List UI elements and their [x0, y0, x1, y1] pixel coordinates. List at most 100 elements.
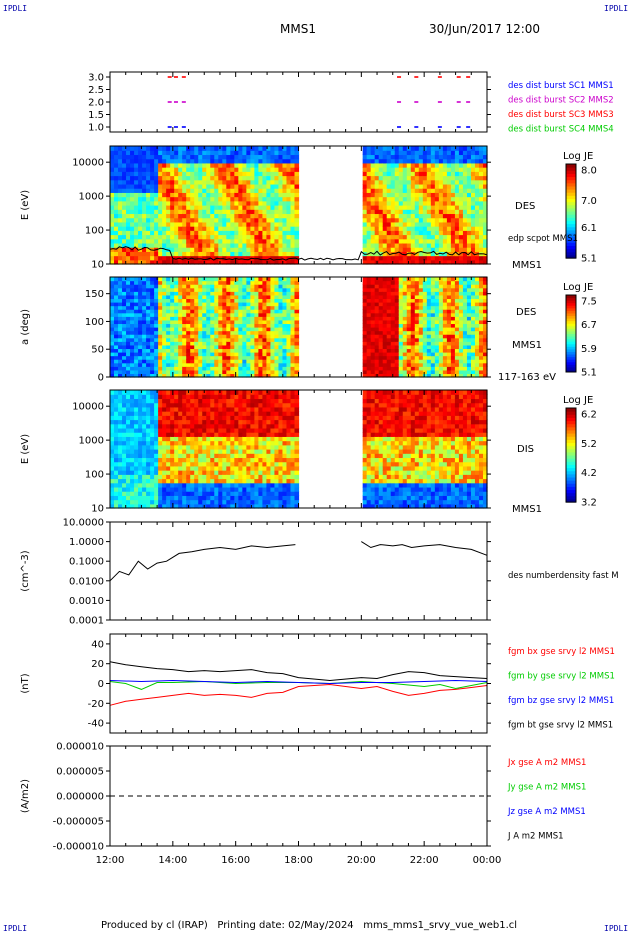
des_e-cell: [450, 217, 456, 223]
des_e-cell: [150, 179, 155, 185]
des_pa-cell: [166, 277, 171, 282]
des_pa-cell: [122, 305, 127, 310]
des_e-cell: [230, 146, 235, 151]
des_pa-cell: [150, 284, 155, 289]
des_pa-cell: [450, 294, 456, 300]
des_pa-cell: [382, 348, 388, 353]
des_pa-cell: [378, 341, 384, 346]
des_pa-cell: [370, 298, 376, 303]
des_pa-cell: [118, 369, 123, 375]
des_e-cell: [390, 183, 396, 189]
des_e-cell: [266, 192, 272, 198]
des_e-cell: [362, 205, 368, 210]
des_pa-cell: [246, 287, 251, 292]
des_e-cell: [262, 162, 268, 168]
des_e-cell: [182, 251, 187, 257]
des_pa-cell: [294, 277, 300, 282]
des_e-cell: [142, 242, 147, 248]
des_pa-colorbar-swatch: [566, 366, 576, 370]
des_e-cell: [146, 196, 151, 202]
des_e-cell: [210, 247, 215, 252]
des_pa-cell: [366, 323, 372, 328]
des_e-cell: [270, 238, 276, 244]
des_e-cell: [278, 167, 284, 172]
dis_e-cell: [138, 415, 143, 421]
des_pa-cell: [222, 334, 227, 339]
des_pa-cell: [110, 294, 115, 300]
des_pa-cell: [162, 334, 167, 339]
des_e-cell: [274, 255, 280, 261]
des_e-cell: [254, 226, 259, 231]
des_pa-cell: [110, 341, 115, 346]
des_e-cell: [218, 242, 223, 248]
des_e-cell: [170, 217, 175, 223]
des_e-cell: [238, 209, 243, 215]
des_pa-cell: [390, 352, 396, 357]
des_pa-cell: [230, 319, 235, 325]
des_pa-cell: [110, 366, 115, 371]
des_e-cell: [394, 247, 400, 252]
des_e-cell: [294, 179, 300, 185]
burst-marker: [397, 126, 402, 128]
des_pa-cell: [278, 337, 284, 342]
des_e-cell: [166, 221, 171, 227]
des_pa-cell: [134, 337, 139, 342]
des_pa-colorbar-swatch: [566, 369, 576, 373]
des_pa-cell: [462, 309, 468, 314]
des_pa-cell: [438, 337, 444, 342]
des_e-cell: [442, 183, 448, 189]
des_pa-cell: [206, 341, 211, 346]
des_pa-cell: [270, 323, 276, 328]
des_pa-cell: [118, 294, 123, 300]
des_pa-cell: [458, 309, 464, 314]
des_e-cell: [230, 158, 235, 164]
des_e-cell: [158, 234, 163, 240]
des_e-cell: [222, 171, 227, 177]
dis_e-cell: [130, 406, 135, 412]
des_e-cell: [418, 188, 424, 193]
des_pa-cell: [286, 359, 292, 364]
des_pa-cell: [294, 373, 300, 378]
des_e-cell: [390, 167, 396, 172]
des_e-cell: [210, 217, 215, 223]
des_e-cell: [414, 251, 420, 257]
des_e-cell: [146, 171, 151, 177]
des_pa-cell: [190, 309, 195, 314]
dis_e-cell: [130, 495, 135, 501]
des_e-cell: [218, 226, 223, 231]
des_pa-cell: [470, 316, 476, 321]
dis_e-heatmap-cells: [110, 390, 488, 509]
des_pa-cell: [382, 327, 388, 332]
des_pa-cell: [286, 341, 292, 346]
des_e-cell: [466, 150, 472, 156]
des_pa-cell: [442, 369, 448, 375]
dis_e-cell: [110, 457, 115, 463]
dis_e-cell: [118, 491, 123, 496]
des_pa-cell: [210, 352, 215, 357]
des_e-cell: [374, 175, 380, 181]
des_e-cell: [226, 158, 231, 164]
des_pa-cell: [382, 369, 388, 375]
des_pa-cell: [122, 287, 127, 292]
dis_e-cell: [134, 491, 139, 496]
burst-marker: [437, 76, 442, 78]
des_pa-cell: [410, 348, 416, 353]
des_e-cell: [378, 251, 384, 257]
dis_e-cell: [138, 390, 143, 395]
des_e-cell: [430, 150, 436, 156]
des_pa-cell: [414, 359, 420, 364]
des_pa-cell: [186, 284, 191, 289]
des_e-cell: [258, 221, 264, 227]
des_pa-cell: [154, 294, 159, 300]
des_e-cell: [250, 183, 255, 189]
des_pa-cell: [278, 312, 284, 317]
des_e-cell: [390, 205, 396, 210]
dis_e-cell: [146, 419, 151, 425]
des_e-cell: [458, 238, 464, 244]
des_e-colorbar-swatch: [566, 185, 576, 190]
des_e-cell: [126, 175, 131, 181]
des_pa-cell: [162, 309, 167, 314]
des_e-cell: [110, 192, 115, 198]
des_pa-cell: [254, 284, 259, 289]
des_e-cell: [482, 179, 488, 185]
